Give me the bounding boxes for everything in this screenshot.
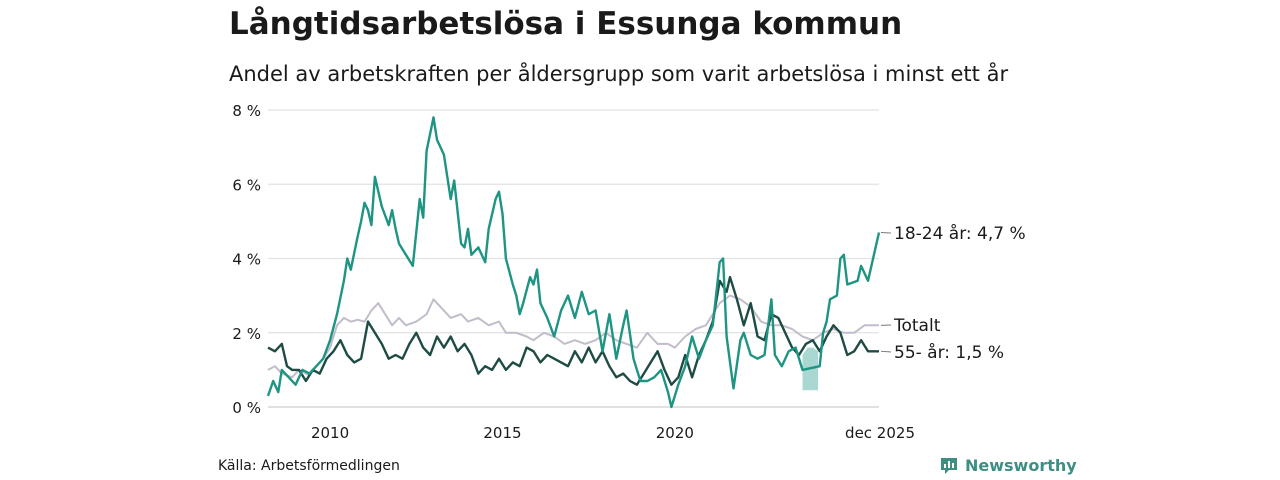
label-layer: Totalt 55- år: 1,5 % 18-24 år: 4,7 % — [880, 223, 1026, 363]
newsworthy-logo-icon — [941, 458, 957, 474]
brand-logo[interactable]: Newsworthy — [939, 455, 1077, 475]
chart-title: Långtidsarbetslösa i Essunga kommun — [229, 6, 903, 42]
end-label-leader — [880, 350, 892, 353]
x-tick-label: 2015 — [483, 424, 521, 442]
end-label-55-r: 55- år: 1,5 % — [894, 342, 1004, 363]
y-tick-label: 4 % — [232, 251, 261, 269]
series-layer — [266, 116, 881, 409]
series-line-18-24-r — [266, 116, 881, 409]
x-tick-label: 2020 — [656, 424, 694, 442]
x-tick-label: 2010 — [311, 424, 349, 442]
series-line-55-r — [267, 275, 879, 386]
y-tick-label: 0 % — [232, 399, 261, 417]
y-tick-label: 8 % — [232, 102, 261, 120]
y-tick-label: 2 % — [232, 325, 261, 343]
end-label-18-24-r: 18-24 år: 4,7 % — [894, 223, 1026, 244]
x-tick-label: dec 2025 — [845, 424, 915, 442]
y-tick-label: 6 % — [232, 176, 261, 194]
source-note: Källa: Arbetsförmedlingen — [218, 458, 400, 474]
brand-name: Newsworthy — [965, 455, 1077, 475]
end-label-totalt: Totalt — [893, 316, 941, 336]
grid-layer: 0 % 2 % 4 % 6 % 8 % 2010 2015 2020 dec 2025 — [232, 102, 915, 442]
series-line-totalt — [267, 294, 879, 379]
chart-subtitle: Andel av arbetskraften per åldersgrupp s… — [229, 62, 1009, 86]
